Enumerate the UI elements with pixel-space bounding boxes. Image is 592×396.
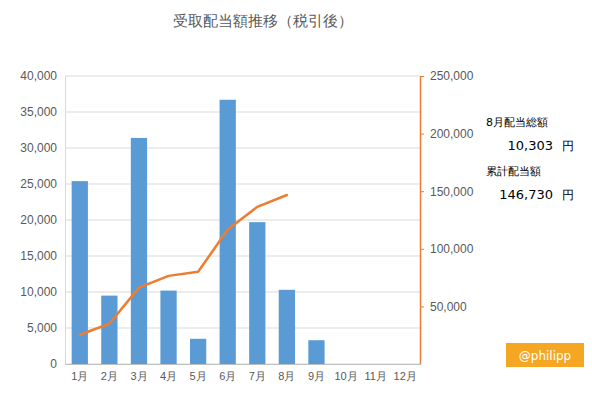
grid-line	[65, 148, 420, 149]
tick-label: 250,000	[430, 69, 474, 83]
tick-label: 10,000	[20, 285, 57, 299]
tick-label: 150,000	[430, 185, 474, 199]
y2-axis: 50,000 100,000 150,000 200,000 250,000	[420, 69, 474, 364]
tick: 6月	[219, 364, 236, 382]
tick: 50,000	[420, 300, 467, 314]
tick-label: 20,000	[20, 213, 57, 227]
bar	[131, 138, 147, 364]
grid-line	[65, 256, 420, 257]
annotation: @philipp	[519, 349, 571, 363]
bar	[279, 290, 295, 364]
grid-line	[65, 184, 420, 185]
tick-label: 1月	[71, 370, 88, 382]
annotation: 10,303	[508, 138, 554, 153]
x-axis: 1月 2月 3月 4月 5月 6月 7月 8月 9月 10月 11月 12月	[66, 364, 421, 382]
bar	[308, 340, 324, 364]
grid-line	[65, 112, 420, 113]
tick-label: 3月	[130, 370, 147, 382]
annotation: 累計配当額	[486, 165, 541, 178]
tick-label: 4月	[160, 370, 177, 382]
tick: 12月	[394, 364, 417, 382]
tick-label: 15,000	[20, 249, 57, 263]
grid-line	[65, 328, 420, 329]
tick: 15,000	[20, 249, 65, 263]
axis-line	[66, 364, 421, 365]
tick: 200,000	[420, 127, 474, 141]
tick-label: 30,000	[20, 141, 57, 155]
axis-line	[420, 77, 422, 365]
plot-area	[72, 100, 325, 364]
chart: 受取配当額推移（税引後） 0 5,000 10,000 15,000 20,000 25,0…	[0, 0, 592, 396]
tick: 9月	[308, 364, 325, 382]
tick: 11月	[364, 364, 386, 382]
grid	[65, 76, 420, 364]
tick-label: 5月	[190, 370, 207, 382]
bar	[101, 296, 117, 364]
tick-label: 10月	[334, 370, 357, 382]
tick: 20,000	[20, 213, 65, 227]
chart-title: 受取配当額推移（税引後）	[173, 12, 353, 30]
tick: 7月	[249, 364, 266, 382]
tick: 150,000	[420, 185, 474, 199]
tick-label: 40,000	[20, 69, 57, 83]
tick-label: 0	[50, 357, 57, 371]
grid-line	[65, 292, 420, 293]
tick: 5月	[190, 364, 207, 382]
tick: 250,000	[420, 69, 474, 83]
tick: 10月	[334, 364, 357, 382]
tick-label: 200,000	[430, 127, 474, 141]
tick-label: 100,000	[430, 242, 474, 256]
tick: 100,000	[420, 242, 474, 256]
tick: 2月	[101, 364, 118, 382]
tick-label: 2月	[101, 370, 118, 382]
tick: 25,000	[20, 177, 65, 191]
grid-line	[65, 76, 420, 77]
bar	[249, 222, 265, 364]
tick-label: 6月	[219, 370, 236, 382]
tick: 40,000	[20, 69, 65, 83]
bar	[220, 100, 236, 364]
line	[80, 195, 287, 335]
tick-label: 5,000	[27, 321, 57, 335]
tick: 5,000	[27, 321, 65, 335]
tick: 0	[50, 357, 65, 371]
tick-label: 8月	[278, 370, 295, 382]
tick-mark	[420, 249, 424, 250]
badge	[506, 343, 584, 367]
tick-label: 7月	[249, 370, 266, 382]
tick: 1月	[71, 364, 88, 382]
tick-label: 11月	[364, 370, 386, 382]
bar	[160, 291, 176, 364]
annotation: 円	[562, 139, 574, 153]
tick-label: 50,000	[430, 300, 467, 314]
annotation: 円	[562, 188, 574, 202]
y-axis: 0 5,000 10,000 15,000 20,000 25,000 30,000 35,0…	[20, 69, 65, 371]
bar	[72, 181, 88, 364]
annotation: 146,730	[499, 187, 553, 202]
annotation: 8月配当総額	[486, 116, 548, 129]
tick-label: 25,000	[20, 177, 57, 191]
tick-label: 9月	[308, 370, 325, 382]
bar	[190, 339, 206, 364]
tick-label: 35,000	[20, 105, 57, 119]
tick: 3月	[130, 364, 147, 382]
tick: 10,000	[20, 285, 65, 299]
grid-line	[65, 364, 420, 365]
axis-line	[65, 77, 66, 365]
tick-mark	[420, 306, 424, 307]
tick: 30,000	[20, 141, 65, 155]
tick-label: 12月	[394, 370, 417, 382]
tick-mark	[420, 191, 424, 192]
tick: 35,000	[20, 105, 65, 119]
tick-mark	[420, 134, 424, 135]
tick-mark	[420, 76, 424, 77]
tick: 4月	[160, 364, 177, 382]
tick: 8月	[278, 364, 295, 382]
